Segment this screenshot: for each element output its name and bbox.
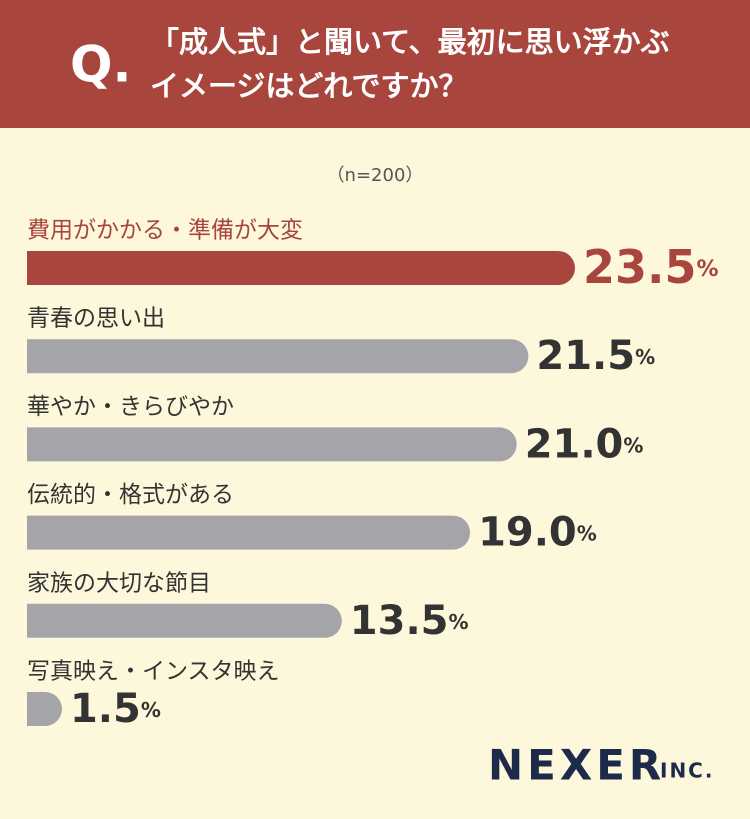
bar xyxy=(27,692,62,726)
value-label: 19.0% xyxy=(478,510,597,556)
logo-suffix: INC. xyxy=(660,759,714,783)
bar xyxy=(27,603,342,638)
value-label: 21.5% xyxy=(536,333,655,379)
category-label: 伝統的・格式がある xyxy=(27,482,234,508)
chart-title: イメージはどれですか？ xyxy=(150,69,468,103)
value-label: 23.5% xyxy=(583,240,719,294)
subtitle: （n=200） xyxy=(327,165,424,186)
chart-title: 「成人式」と聞いて、最初に思い浮かぶ xyxy=(150,25,670,59)
bar xyxy=(27,515,471,550)
value-label: 21.0% xyxy=(525,421,644,467)
bar xyxy=(27,251,575,285)
value-label: 1.5% xyxy=(70,686,161,732)
category-label: 写真映え・インスタ映え xyxy=(27,659,280,685)
category-label: 家族の大切な節目 xyxy=(27,570,211,596)
bar xyxy=(27,427,517,462)
bar xyxy=(27,339,529,374)
question-label: Q. xyxy=(70,36,132,94)
value-label: 13.5% xyxy=(350,598,469,644)
header-band xyxy=(0,0,750,128)
logo-name: NEXER xyxy=(488,741,665,790)
category-label: 華やか・きらびやか xyxy=(27,394,234,420)
category-label: 費用がかかる・準備が大変 xyxy=(27,218,303,244)
category-label: 青春の思い出 xyxy=(27,306,165,332)
